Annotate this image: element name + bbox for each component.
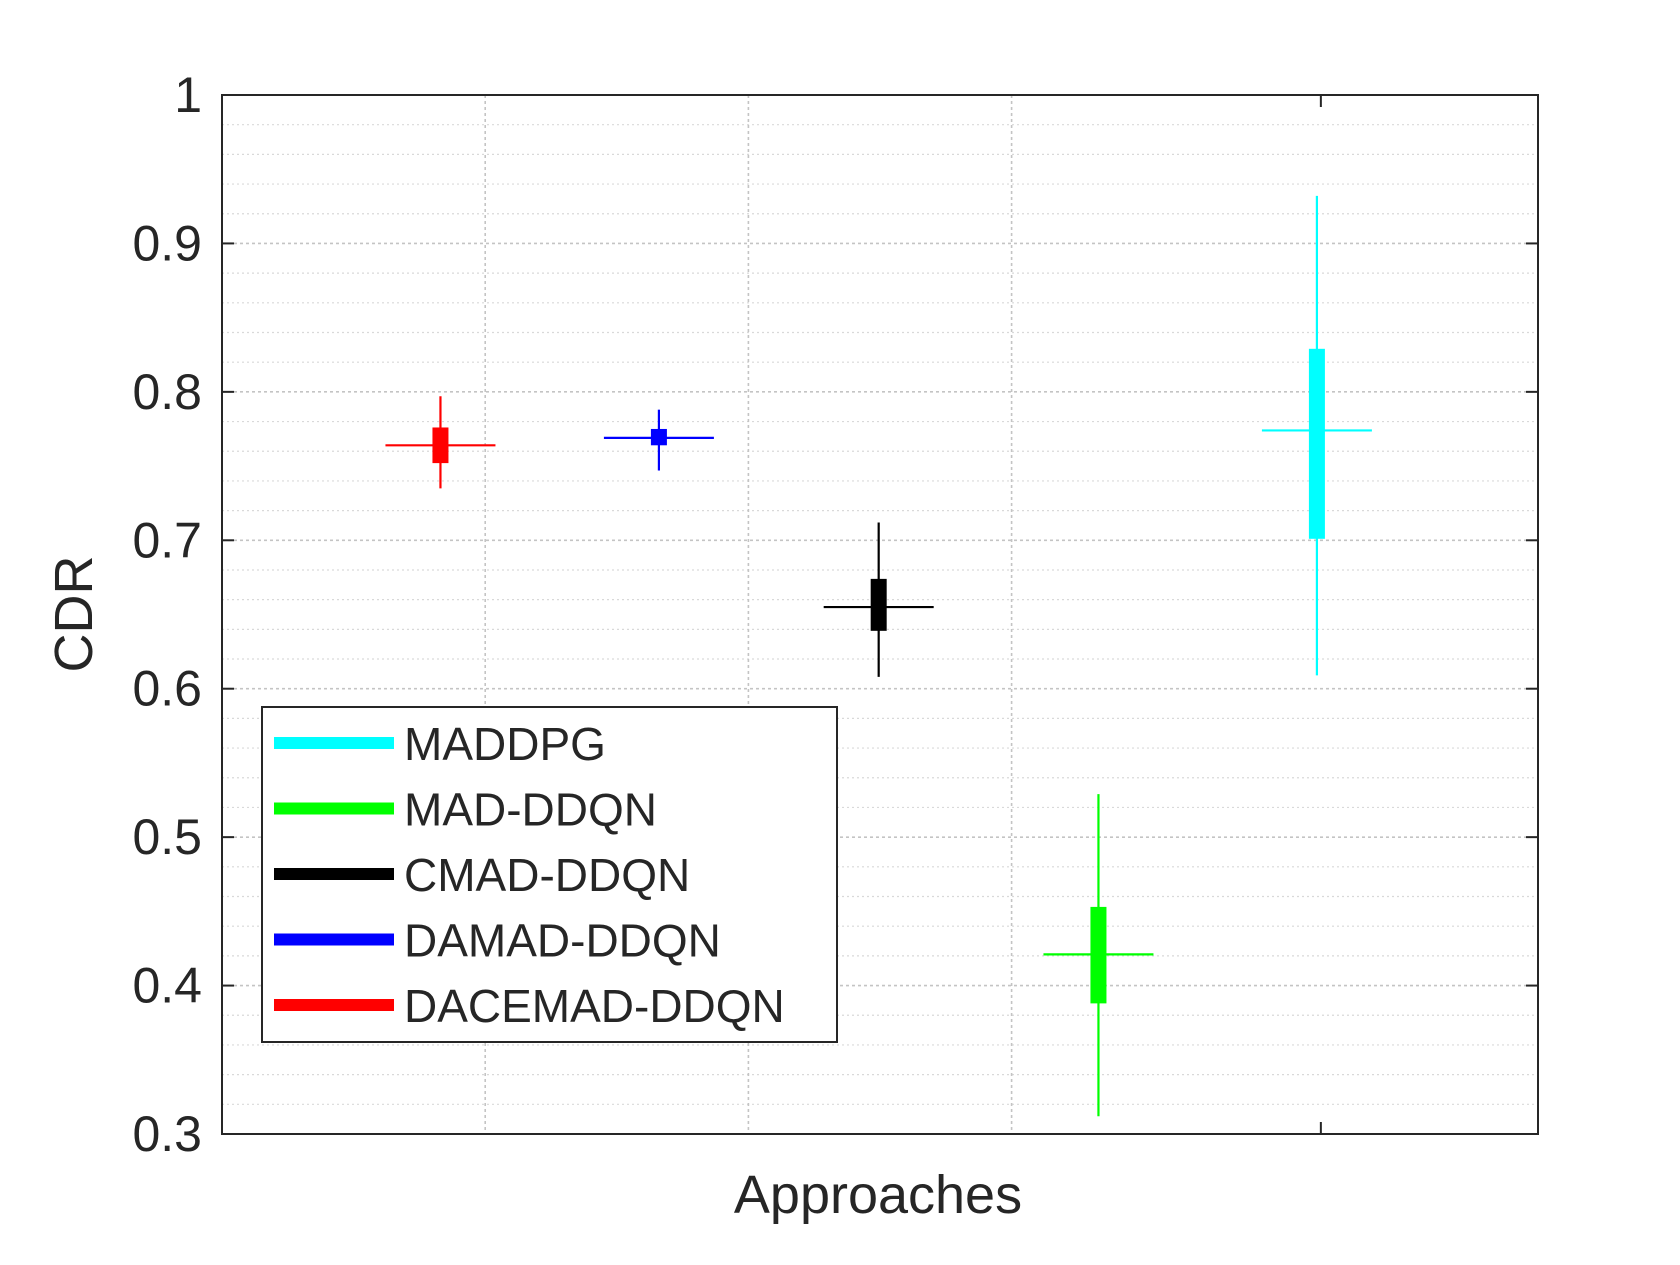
legend-entries: MADDPG MAD-DDQN CMAD-DDQN DAMAD-DDQN DACEMAD… xyxy=(274,718,785,1032)
legend-label-damad-ddqn: DAMAD-DDQN xyxy=(404,915,721,967)
y-tick-label: 0.4 xyxy=(132,958,202,1014)
axes-layer: 0.3 0.4 0.5 0.6 0.7 0.8 0.9 1 xyxy=(132,67,1539,1162)
box-mad-ddqn xyxy=(1043,794,1154,1117)
legend: MADDPG MAD-DDQN CMAD-DDQN DAMAD-DDQN DACEMAD… xyxy=(261,706,838,1043)
y-tick-label: 0.6 xyxy=(132,661,202,717)
box-body-cmad-ddqn xyxy=(870,578,887,631)
y-tick-label: 0.9 xyxy=(132,215,202,271)
box-dacemad-ddqn xyxy=(385,396,496,489)
box-cmad-ddqn xyxy=(823,522,934,677)
box-damad-ddqn xyxy=(603,409,714,471)
legend-label-mad-ddqn: MAD-DDQN xyxy=(404,784,657,836)
axes-box xyxy=(221,94,1539,1135)
legend-label-cmad-ddqn: CMAD-DDQN xyxy=(404,849,690,901)
y-tick-label: 0.5 xyxy=(132,809,202,865)
y-tick-label: 1 xyxy=(174,67,202,123)
y-axis-label: CDR xyxy=(44,556,104,673)
labels-layer: Approaches CDR xyxy=(44,556,1022,1226)
box-body-maddpg xyxy=(1308,348,1325,539)
legend-label-dacemad-ddqn: DACEMAD-DDQN xyxy=(404,980,785,1032)
y-tick-label: 0.8 xyxy=(132,364,202,420)
box-maddpg xyxy=(1261,195,1372,676)
legend-label-maddpg: MADDPG xyxy=(404,718,606,770)
x-axis-label: Approaches xyxy=(734,1165,1022,1225)
y-tick-label: 0.7 xyxy=(132,512,202,568)
y-tick-label: 0.3 xyxy=(132,1106,202,1162)
marks-layer xyxy=(385,195,1372,1117)
